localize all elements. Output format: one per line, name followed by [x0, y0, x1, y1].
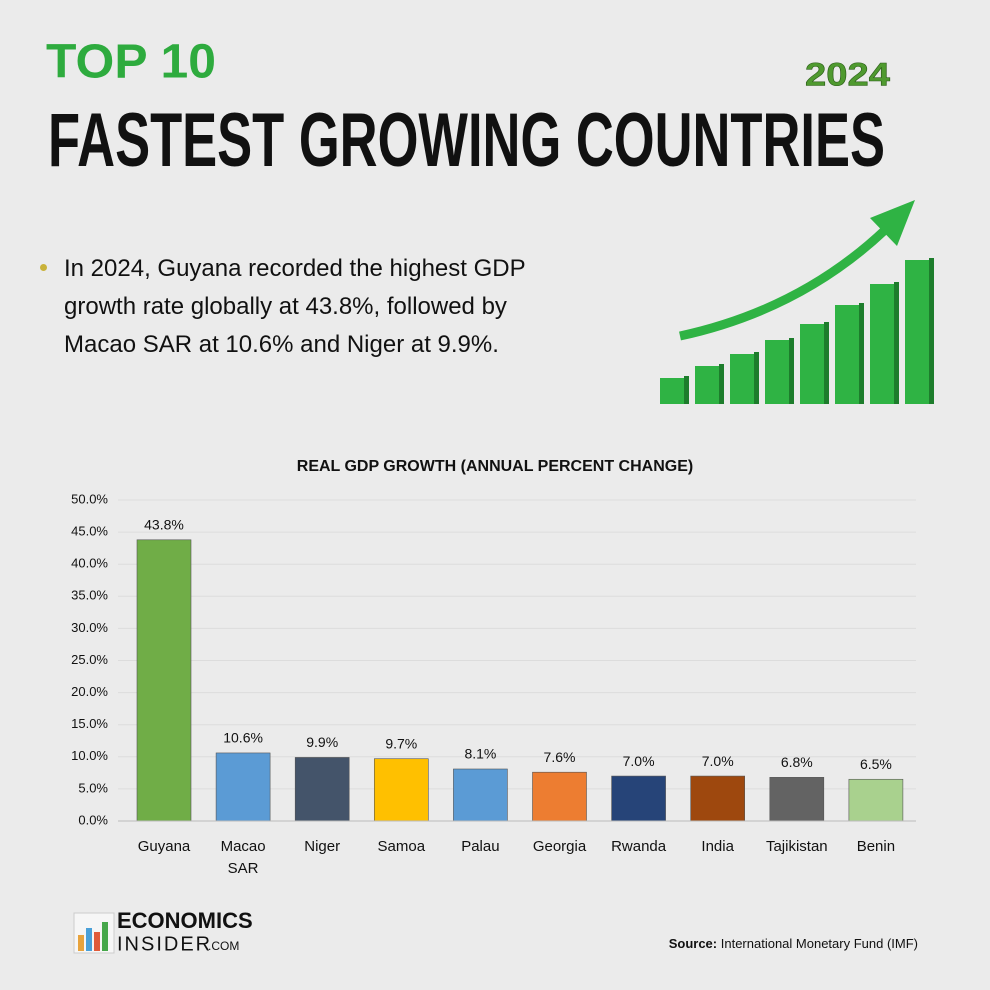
main-title: FASTEST GROWING COUNTRIES	[48, 98, 885, 183]
source: Source: International Monetary Fund (IMF…	[669, 936, 918, 951]
bar	[611, 775, 666, 822]
value-label: 7.6%	[544, 749, 576, 765]
value-label: 6.8%	[781, 754, 813, 770]
x-tick-label: Guyana	[137, 838, 191, 855]
source-text: International Monetary Fund (IMF)	[720, 936, 918, 951]
x-tick-label: Benin	[856, 838, 896, 855]
bullet	[40, 264, 47, 271]
source-label: Source:	[668, 936, 718, 951]
y-tick-label: 25.0%	[71, 652, 108, 667]
y-tick-label: 35.0%	[71, 588, 108, 603]
bar	[215, 752, 271, 822]
logo-text: ECONOMICS	[117, 908, 253, 933]
x-tick-label: Niger	[304, 838, 341, 855]
x-tick-label: Rwanda	[611, 838, 667, 855]
y-tick-label: 5.0%	[78, 780, 108, 795]
x-tick-label: Palau	[461, 838, 500, 855]
y-tick-label: 20.0%	[71, 684, 108, 699]
y-tick-label: 0.0%	[78, 812, 108, 827]
bar	[690, 775, 746, 822]
value-label: 7.0%	[702, 753, 734, 769]
x-tick-label: Georgia	[532, 838, 587, 855]
x-tick-label: Macao SAR	[220, 838, 266, 877]
x-tick-label: Tajikistan	[765, 838, 828, 855]
bar	[136, 539, 192, 822]
logo-text: INSIDER	[117, 933, 212, 955]
value-label: 9.7%	[385, 735, 417, 751]
bar	[294, 757, 350, 822]
y-tick-label: 10.0%	[71, 748, 108, 763]
bar	[769, 777, 825, 822]
value-label: 8.1%	[464, 746, 496, 762]
y-tick-label: 40.0%	[71, 556, 108, 571]
chart-title: REAL GDP GROWTH (ANNUAL PERCENT CHANGE)	[297, 458, 693, 475]
value-label: 43.8%	[144, 517, 184, 533]
y-tick-label: 15.0%	[71, 716, 108, 731]
y-tick-label: 45.0%	[71, 524, 108, 539]
y-tick-label: 50.0%	[71, 491, 108, 506]
bar	[848, 778, 904, 822]
logo-icon	[73, 912, 115, 954]
value-label: 9.9%	[306, 734, 338, 750]
top-label: TOP 10	[46, 36, 216, 89]
logo-suffix: .COM	[208, 939, 239, 953]
bar	[373, 758, 429, 822]
x-tick-label: Samoa	[377, 838, 426, 855]
bar	[532, 771, 587, 822]
value-label: 6.5%	[860, 756, 892, 772]
growth-icon	[660, 200, 934, 404]
x-tick-label: India	[701, 838, 734, 855]
summary: In 2024, Guyana recorded the highest GDP…	[64, 255, 526, 358]
value-label: 7.0%	[623, 753, 655, 769]
bar	[453, 768, 508, 822]
year: 2024	[805, 56, 890, 92]
value-label: 10.6%	[223, 730, 263, 746]
y-tick-label: 30.0%	[71, 620, 108, 635]
